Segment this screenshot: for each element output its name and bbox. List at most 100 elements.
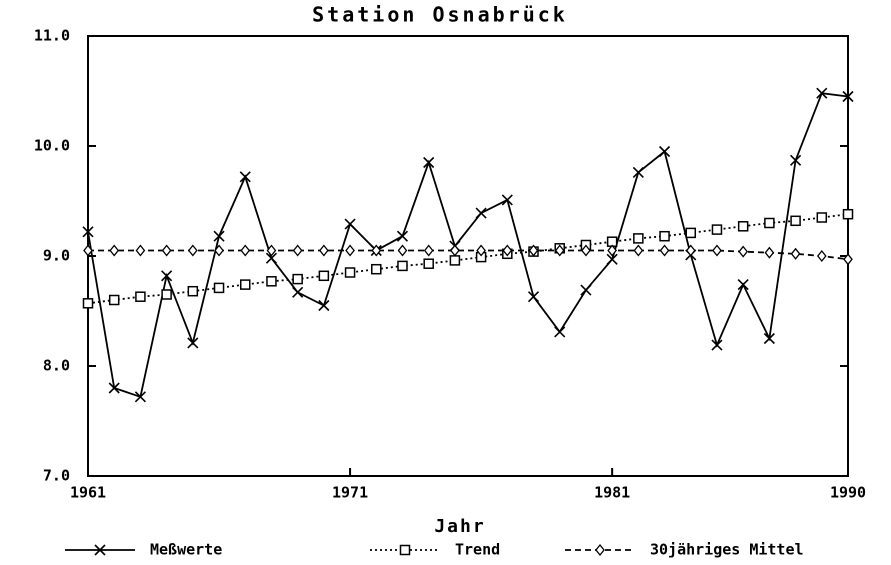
marker xyxy=(816,212,828,223)
marker xyxy=(528,244,539,257)
x-axis-label: Jahr xyxy=(434,516,485,537)
marker xyxy=(266,276,277,287)
marker xyxy=(502,244,513,257)
marker xyxy=(108,294,120,306)
marker xyxy=(371,244,382,257)
marker xyxy=(397,244,408,257)
marker xyxy=(685,244,696,257)
marker xyxy=(790,154,802,166)
marker xyxy=(554,244,565,257)
marker xyxy=(764,217,775,229)
marker xyxy=(764,246,775,259)
marker xyxy=(213,230,225,242)
marker xyxy=(83,244,93,257)
marker xyxy=(239,171,251,183)
marker xyxy=(790,215,801,227)
marker xyxy=(161,289,172,300)
marker xyxy=(475,207,487,219)
marker xyxy=(449,255,461,266)
marker xyxy=(345,244,355,257)
marker xyxy=(187,244,198,257)
marker xyxy=(423,244,434,257)
marker xyxy=(843,253,853,266)
legend-marker xyxy=(399,544,411,556)
marker xyxy=(344,218,356,230)
marker xyxy=(292,286,304,298)
legend-marker xyxy=(595,543,605,557)
series-line xyxy=(87,213,849,305)
marker xyxy=(527,291,540,303)
marker xyxy=(763,332,775,345)
marker xyxy=(607,244,617,257)
marker xyxy=(82,226,94,238)
marker xyxy=(292,273,303,285)
marker xyxy=(318,270,330,282)
marker xyxy=(659,230,670,242)
x-tick-label: 1990 xyxy=(830,484,866,502)
legend-label: Meßwerte xyxy=(150,541,222,559)
chart-title: Station Osnabrück xyxy=(312,3,568,27)
marker xyxy=(82,298,94,309)
marker xyxy=(790,247,801,260)
marker xyxy=(319,244,329,257)
marker xyxy=(423,156,435,169)
y-tick-label: 8.0 xyxy=(43,357,70,375)
marker xyxy=(633,244,644,257)
marker xyxy=(108,382,120,394)
marker xyxy=(685,227,697,239)
legend-label: 30jähriges Mittel xyxy=(650,541,804,559)
marker xyxy=(711,339,723,351)
marker xyxy=(711,224,723,235)
marker xyxy=(135,291,146,302)
marker xyxy=(659,244,670,257)
x-tick-label: 1961 xyxy=(70,484,106,502)
marker xyxy=(266,244,277,257)
marker xyxy=(606,253,618,265)
marker xyxy=(135,244,146,257)
marker xyxy=(581,244,591,257)
marker xyxy=(632,166,644,178)
marker xyxy=(712,244,722,257)
marker xyxy=(450,244,460,257)
marker xyxy=(554,326,566,338)
legend-marker xyxy=(94,544,106,556)
legend-label: Trend xyxy=(455,541,500,559)
y-tick-label: 7.0 xyxy=(43,467,70,485)
y-tick-label: 11.0 xyxy=(34,27,70,45)
marker xyxy=(213,282,225,294)
marker xyxy=(161,270,173,282)
marker xyxy=(344,267,356,278)
marker xyxy=(633,233,644,244)
marker xyxy=(658,145,671,158)
marker xyxy=(501,194,513,206)
marker xyxy=(842,90,854,103)
marker xyxy=(239,279,251,290)
marker xyxy=(842,208,854,220)
x-tick-label: 1981 xyxy=(594,484,630,502)
y-tick-label: 10.0 xyxy=(34,137,70,155)
marker xyxy=(187,285,199,297)
marker xyxy=(214,244,224,257)
marker xyxy=(292,244,303,257)
marker xyxy=(161,244,172,257)
marker xyxy=(738,245,749,258)
marker xyxy=(816,87,828,99)
series-line xyxy=(87,92,849,398)
marker xyxy=(318,299,330,312)
marker xyxy=(423,258,434,269)
marker xyxy=(371,263,382,275)
marker xyxy=(816,249,827,263)
marker xyxy=(737,221,749,232)
marker xyxy=(476,244,486,257)
marker xyxy=(134,391,146,403)
marker xyxy=(396,230,409,242)
marker xyxy=(187,337,199,349)
marker xyxy=(580,284,592,296)
series-line xyxy=(88,249,849,261)
plot-frame xyxy=(87,35,849,477)
marker xyxy=(397,260,408,272)
x-tick-label: 1971 xyxy=(332,484,368,502)
marker xyxy=(265,252,278,264)
y-tick-label: 9.0 xyxy=(43,247,70,265)
